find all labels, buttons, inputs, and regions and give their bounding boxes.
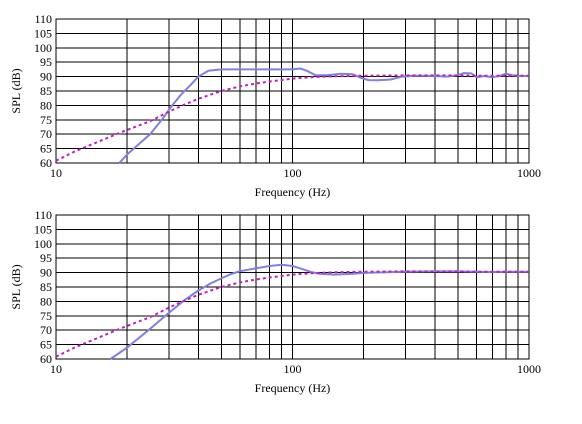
chart-1-series-2-line — [55, 74, 529, 162]
chart-2-ytick-label: 75 — [40, 309, 52, 323]
chart-1-ylabel: SPL (dB) — [9, 68, 23, 113]
chart-1-ytick-label: 110 — [34, 12, 52, 26]
chart-2-ytick-label: 105 — [34, 222, 52, 236]
chart-2-ytick-label: 70 — [40, 323, 52, 337]
chart-1-ytick-label: 105 — [34, 26, 52, 40]
chart-2-ytick-label: 85 — [40, 280, 52, 294]
chart-1-xtick-label: 100 — [284, 166, 302, 180]
chart-2-ytick-label: 65 — [40, 338, 52, 352]
chart-2-xtick-label: 1000 — [517, 362, 541, 376]
chart-1-ytick-label: 65 — [40, 142, 52, 156]
chart-2-series-1-line — [109, 263, 529, 360]
chart-2-ylabel: SPL (dB) — [9, 264, 23, 309]
chart-2-ytick-label: 100 — [34, 237, 52, 251]
chart-2-ytick-label: 80 — [40, 294, 52, 308]
chart-1-xtick-label: 1000 — [517, 166, 541, 180]
chart-2-xlabel: Frequency (Hz) — [255, 381, 331, 395]
chart-1-plot-frame — [55, 18, 530, 164]
chart-1-ytick-label: 70 — [40, 127, 52, 141]
chart-2-series-2-line — [55, 270, 529, 358]
chart-1-ytick-label: 85 — [40, 84, 52, 98]
chart-1-ytick-label: 60 — [40, 156, 52, 170]
chart-2-plot-frame — [55, 214, 530, 360]
chart-1-series-1-line — [118, 67, 529, 164]
chart-2-ytick-label: 90 — [40, 266, 52, 280]
chart-2-ytick-label: 60 — [40, 352, 52, 366]
chart-2-ytick-label: 95 — [40, 251, 52, 265]
chart-1-ytick-label: 90 — [40, 70, 52, 84]
chart-2-xtick-label: 100 — [284, 362, 302, 376]
chart-1-ytick-label: 100 — [34, 41, 52, 55]
chart-1-ytick-label: 95 — [40, 55, 52, 69]
chart-1-xlabel: Frequency (Hz) — [255, 185, 331, 199]
chart-2-ytick-label: 110 — [34, 208, 52, 222]
chart-1-ytick-label: 80 — [40, 98, 52, 112]
chart-1-ytick-label: 75 — [40, 113, 52, 127]
chart-2-xtick-label: 10 — [50, 362, 62, 376]
chart-1-xtick-label: 10 — [50, 166, 62, 180]
